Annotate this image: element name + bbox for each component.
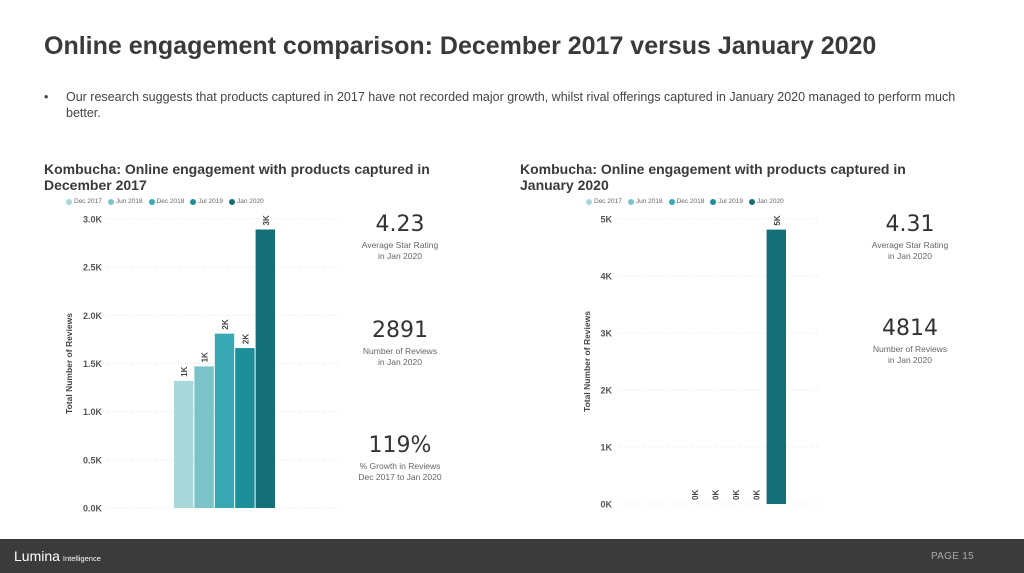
y-tick-label: 3K <box>600 329 612 339</box>
legend-swatch <box>228 198 235 205</box>
summary-text: Our research suggests that products capt… <box>66 90 956 120</box>
legend-swatch <box>66 198 72 205</box>
y-tick-label: 2.5K <box>83 263 103 273</box>
kpi-value: 2891 <box>372 318 428 343</box>
data-label: 0K <box>712 490 721 500</box>
y-tick-label: 2.0K <box>83 311 103 321</box>
y-axis-label: Total Number of Reviews <box>64 313 74 414</box>
bar <box>214 333 235 508</box>
data-label: 2K <box>241 334 250 344</box>
legend-swatch <box>710 198 717 205</box>
legend-swatch <box>627 198 634 205</box>
kpi-label: Number of Reviews in Jan 2020 <box>362 346 438 367</box>
legend-swatch <box>107 198 114 205</box>
data-label: 0K <box>732 490 741 500</box>
legend-entry: Dec 2018 <box>148 198 185 205</box>
right-chart-title: Kombucha: Online engagement with product… <box>520 161 906 193</box>
left-kpi-reviews: 2891 Number of Reviews in Jan 2020 <box>330 318 470 368</box>
left-chart-title: Kombucha: Online engagement with product… <box>44 161 430 193</box>
left-bar-chart: 0.0K 0.5K 1.0K 1.5K 2.0K 2.5K 3.0K Total Number… <box>64 215 338 514</box>
right-kpi-rating: 4.31 Average Star Rating in Jan 2020 <box>840 212 980 262</box>
legend-label: Jul 2019 <box>718 198 743 205</box>
kpi-value: 119% <box>368 433 432 458</box>
legend-label: Jul 2019 <box>198 198 223 205</box>
legend-entry: Jul 2019 <box>710 198 743 205</box>
data-label: 1K <box>180 366 189 376</box>
legend-entry: Jan 2020 <box>228 198 264 205</box>
legend-label: Dec 2017 <box>594 198 622 205</box>
right-bar-chart: 0K 1K 2K 3K 4K 5K Total Number of Reviews 0K 0K 0… <box>582 215 818 510</box>
legend-swatch <box>586 198 592 205</box>
legend-entry: Dec 2017 <box>66 198 102 205</box>
kpi-value: 4.23 <box>375 212 425 237</box>
kpi-label: Average Star Rating in Jan 2020 <box>871 240 949 261</box>
page-title: Online engagement comparison: December 2… <box>44 32 877 60</box>
right-chart-legend: Dec 2017 Jun 2018 Dec 2018 Jul 2019 Jan 2020 <box>586 198 784 205</box>
left-chart-legend: Dec 2017 Jun 2018 Dec 2018 Jul 2019 Jan 2020 <box>66 198 264 205</box>
legend-label: Dec 2017 <box>74 198 102 205</box>
legend-swatch <box>190 198 197 205</box>
legend-entry: Jan 2020 <box>748 198 784 205</box>
legend-swatch <box>148 198 155 205</box>
data-label: 2K <box>221 319 230 329</box>
data-label: 5K <box>773 215 782 225</box>
legend-label: Dec 2018 <box>676 198 705 205</box>
kpi-label: Number of Reviews in Jan 2020 <box>872 344 948 365</box>
y-tick-label: 3.0K <box>83 215 103 225</box>
legend-swatch <box>748 198 755 205</box>
y-tick-label: 1K <box>600 443 612 453</box>
legend-label: Jan 2020 <box>756 198 784 205</box>
y-tick-label: 0.0K <box>83 504 103 514</box>
data-label: 1K <box>201 352 210 362</box>
left-kpi-growth: 119% % Growth in Reviews Dec 2017 to Jan … <box>330 433 470 483</box>
data-label: 3K <box>262 215 271 225</box>
legend-label: Jun 2018 <box>115 198 143 205</box>
legend-label: Jun 2018 <box>635 198 663 205</box>
y-axis-label: Total Number of Reviews <box>582 311 592 412</box>
bar <box>174 380 194 508</box>
y-tick-label: 1.5K <box>83 359 103 369</box>
footer-bar: Lumina Intelligence PAGE 15 <box>0 539 1024 573</box>
legend-entry: Dec 2018 <box>668 198 705 205</box>
y-tick-label: 4K <box>600 272 612 282</box>
y-tick-label: 1.0K <box>83 407 103 417</box>
y-tick-label: 5K <box>600 215 612 225</box>
y-tick-label: 0K <box>600 500 612 510</box>
kpi-value: 4814 <box>882 316 938 341</box>
kpi-value: 4.31 <box>885 212 935 237</box>
legend-swatch <box>668 198 675 205</box>
left-kpi-rating: 4.23 Average Star Rating in Jan 2020 <box>330 212 470 262</box>
legend-entry: Jun 2018 <box>107 198 143 205</box>
bullet-dot: • <box>44 90 49 104</box>
summary-bullet: • Our research suggests that products ca… <box>44 89 984 121</box>
kpi-label: Average Star Rating in Jan 2020 <box>361 240 439 261</box>
y-tick-label: 2K <box>600 386 612 396</box>
legend-label: Dec 2018 <box>156 198 185 205</box>
bar <box>235 348 255 508</box>
y-tick-label: 0.5K <box>83 455 103 465</box>
bar <box>766 229 786 505</box>
page-number: PAGE 15 <box>930 551 974 562</box>
lumina-logo: Lumina Intelligence <box>14 548 101 564</box>
right-kpi-reviews: 4814 Number of Reviews in Jan 2020 <box>840 316 980 366</box>
legend-entry: Jun 2018 <box>627 198 663 205</box>
data-label: 0K <box>752 490 761 500</box>
legend-label: Jan 2020 <box>236 198 264 205</box>
data-label: 0K <box>691 490 700 500</box>
legend-entry: Jul 2019 <box>190 198 223 205</box>
legend-entry: Dec 2017 <box>586 198 622 205</box>
bar <box>194 366 214 508</box>
bar <box>255 229 275 508</box>
kpi-label: % Growth in Reviews Dec 2017 to Jan 2020 <box>358 461 442 482</box>
